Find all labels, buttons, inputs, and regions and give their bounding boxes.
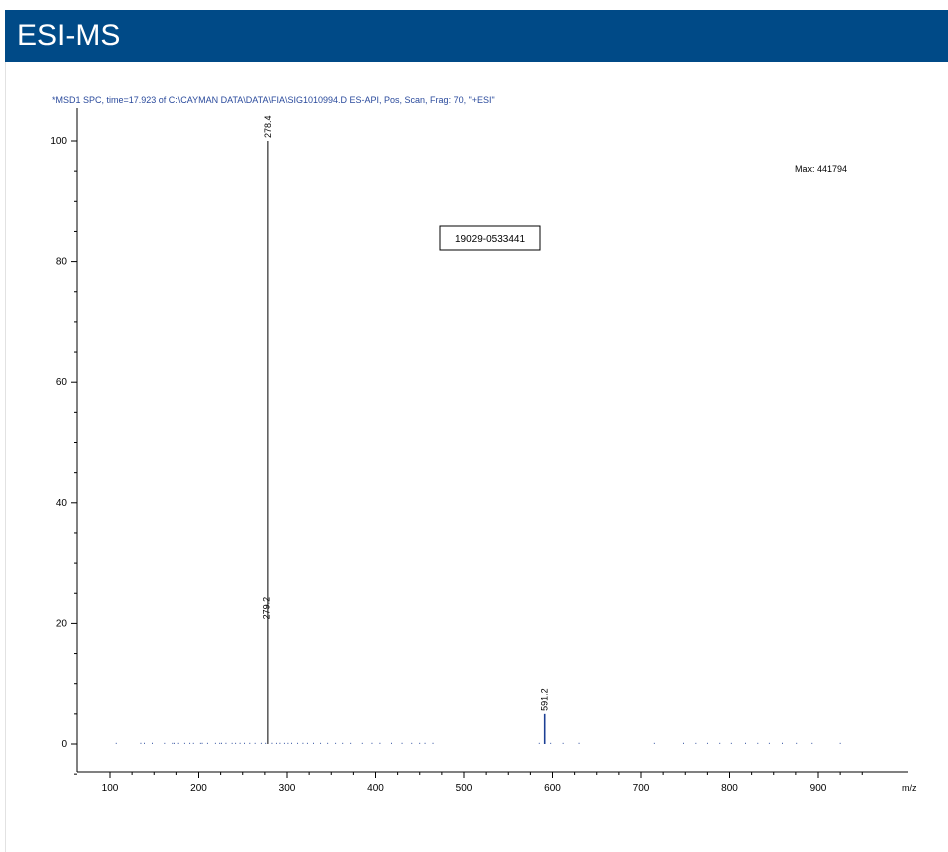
page-title: ESI-MS	[17, 19, 121, 52]
x-tick-label: 800	[721, 783, 738, 794]
y-tick-label: 80	[56, 257, 68, 268]
x-tick-label: 700	[633, 783, 650, 794]
peak-label: 279.2	[262, 597, 272, 620]
x-tick-label: 400	[367, 783, 384, 794]
x-tick-label: 300	[279, 783, 296, 794]
max-intensity-label: Max: 441794	[795, 164, 847, 174]
peaks: 278.4 279.2 591.2	[262, 115, 550, 744]
y-tick-label: 40	[56, 498, 68, 509]
peak-label: 278.4	[263, 115, 273, 138]
y-tick-label: 100	[50, 136, 67, 147]
y-axis: 0 20 40 60 80 100	[50, 108, 78, 775]
noise-peaks	[115, 742, 841, 744]
x-axis-label: m/z	[902, 783, 917, 793]
frame-border	[5, 62, 6, 852]
x-tick-label: 200	[190, 783, 207, 794]
x-axis: 100 200 300 400 500 600 700 800 900	[77, 771, 908, 794]
sample-id-label: 19029-0533441	[455, 234, 526, 245]
sample-id-box: 19029-0533441	[439, 225, 541, 251]
header-bar: ESI-MS	[5, 10, 948, 62]
y-tick-label: 20	[56, 618, 68, 629]
x-tick-label: 500	[456, 783, 473, 794]
x-tick-label: 100	[102, 783, 119, 794]
chart-title: *MSD1 SPC, time=17.923 of C:\CAYMAN DATA…	[52, 95, 495, 105]
peak-label: 591.2	[540, 688, 550, 711]
y-tick-label: 60	[56, 377, 68, 388]
x-tick-label: 900	[810, 783, 827, 794]
y-tick-label: 0	[61, 739, 67, 750]
x-tick-label: 600	[544, 783, 561, 794]
